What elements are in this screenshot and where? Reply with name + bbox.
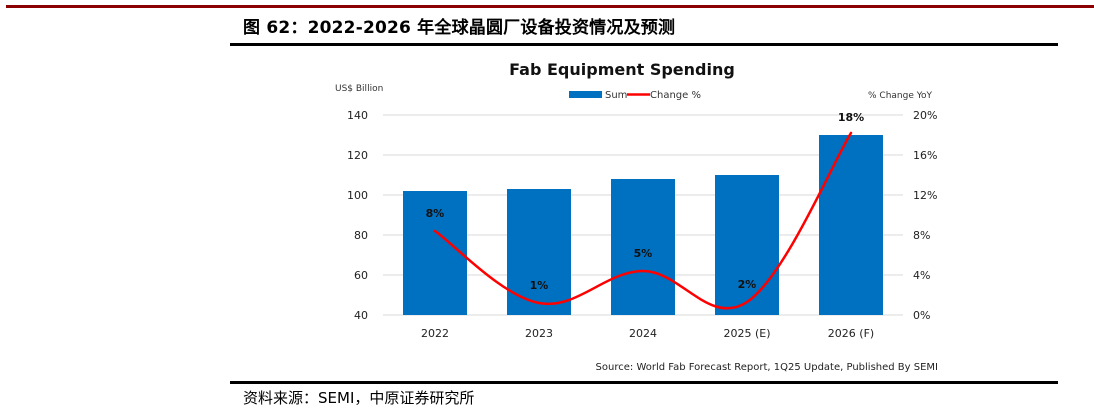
data-label: 5%: [634, 247, 653, 260]
y-axis-ticks: 40 60 80 100 120 140: [347, 109, 368, 322]
y2-tick-label: 4%: [913, 269, 930, 282]
data-label: 8%: [426, 207, 445, 220]
chart-source-annotation: Source: World Fab Forecast Report, 1Q25 …: [596, 362, 938, 373]
y-tick-label: 40: [354, 309, 368, 322]
change-line-path: [433, 131, 853, 310]
y-axis-label: US$ Billion: [335, 84, 383, 94]
bottom-rule: [230, 381, 1058, 384]
y2-tick-label: 12%: [913, 189, 937, 202]
y2-tick-label: 0%: [913, 309, 930, 322]
figure-caption: 图 62：2022-2026 年全球晶圆厂设备投资情况及预测: [243, 18, 676, 38]
data-label: 2%: [738, 278, 757, 291]
caption-rule: [230, 43, 1058, 46]
data-label: 18%: [838, 111, 864, 124]
y2-axis-label: % Change YoY: [868, 91, 933, 101]
x-tick-label: 2023: [525, 327, 553, 340]
bar: [819, 135, 883, 315]
change-line: [433, 131, 853, 310]
bar: [715, 175, 779, 315]
data-labels: 8% 1% 5% 2% 18%: [426, 111, 865, 292]
legend-swatch-sum: [569, 91, 602, 98]
legend-label-sum: Sum: [605, 90, 627, 101]
data-label: 1%: [530, 279, 549, 292]
x-tick-label: 2022: [421, 327, 449, 340]
y-tick-label: 100: [347, 189, 368, 202]
y-tick-label: 60: [354, 269, 368, 282]
chart-title: Fab Equipment Spending: [509, 60, 735, 79]
bars: [403, 135, 883, 315]
y2-tick-label: 8%: [913, 229, 930, 242]
legend-label-change: Change %: [650, 90, 701, 101]
bar: [507, 189, 571, 315]
x-axis-ticks: 2022 2023 2024 2025 (E) 2026 (F): [421, 327, 874, 340]
y-tick-label: 80: [354, 229, 368, 242]
x-tick-label: 2025 (E): [723, 327, 770, 340]
y2-tick-label: 16%: [913, 149, 937, 162]
bar: [403, 191, 467, 315]
source-note: 资料来源：SEMI，中原证券研究所: [243, 389, 475, 407]
y-tick-label: 120: [347, 149, 368, 162]
y-tick-label: 140: [347, 109, 368, 122]
bar: [611, 179, 675, 315]
y2-tick-label: 20%: [913, 109, 937, 122]
y2-axis-ticks: 0% 4% 8% 12% 16% 20%: [913, 109, 937, 322]
legend: Sum Change %: [569, 90, 701, 101]
x-tick-label: 2026 (F): [828, 327, 874, 340]
x-tick-label: 2024: [629, 327, 657, 340]
top-rule: [6, 5, 1094, 8]
